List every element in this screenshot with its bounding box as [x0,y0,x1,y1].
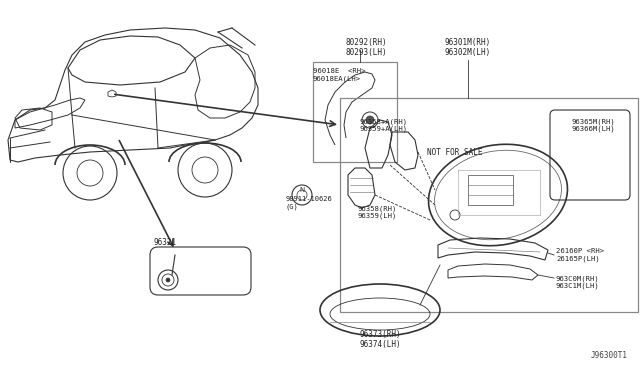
Text: J96300T1: J96300T1 [591,351,628,360]
Circle shape [366,116,374,124]
Text: 98911-10626
(G): 98911-10626 (G) [286,196,333,209]
Text: 96358(RH)
96359(LH): 96358(RH) 96359(LH) [358,205,397,219]
Text: NOT FOR SALE: NOT FOR SALE [428,148,483,157]
Text: 963C0M(RH)
963C1M(LH): 963C0M(RH) 963C1M(LH) [556,275,600,289]
Text: N: N [299,187,304,193]
Circle shape [166,278,170,282]
Text: 96018E  <RH>
96018EA(LH>: 96018E <RH> 96018EA(LH> [313,68,365,81]
Text: 96373(RH)
96374(LH): 96373(RH) 96374(LH) [359,330,401,349]
Text: 96358+A(RH)
96359+A(LH): 96358+A(RH) 96359+A(LH) [360,118,408,132]
Text: 26160P <RH>
26165P(LH): 26160P <RH> 26165P(LH) [556,248,604,262]
Bar [340,98,638,312]
Bar [468,175,513,205]
Text: 96321: 96321 [154,238,177,247]
Text: 96301M(RH)
96302M(LH): 96301M(RH) 96302M(LH) [445,38,491,57]
Text: 80292(RH)
80293(LH): 80292(RH) 80293(LH) [346,38,388,57]
Text: 96365M(RH)
96366M(LH): 96365M(RH) 96366M(LH) [572,118,616,132]
Bar [313,62,397,162]
